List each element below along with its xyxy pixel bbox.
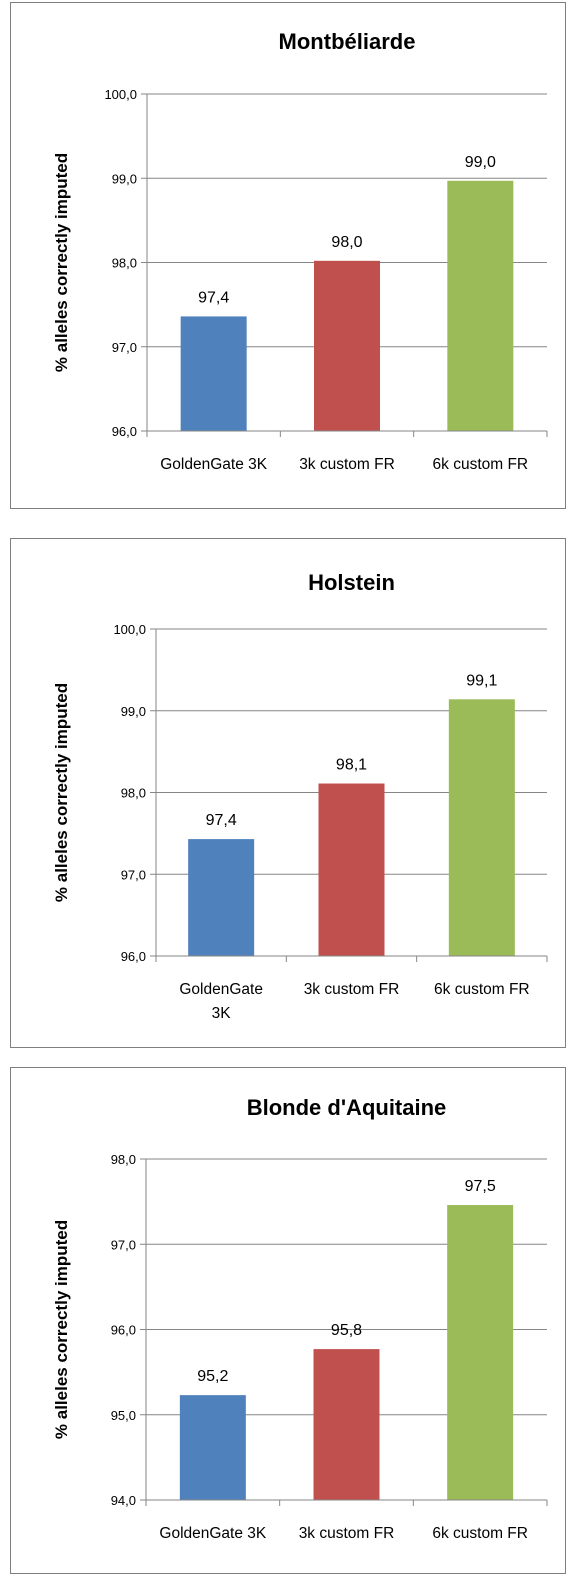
- y-tick-label: 99,0: [121, 704, 146, 719]
- bar: [314, 260, 380, 431]
- bar: [179, 1395, 246, 1500]
- category-label: 3k custom FR: [299, 456, 395, 473]
- y-tick-label: 95,0: [111, 1408, 136, 1423]
- category-label: GoldenGate 3K: [159, 1525, 267, 1542]
- y-tick-label: 96,0: [111, 1323, 136, 1338]
- y-tick-label: 97,0: [121, 867, 146, 882]
- y-tick-label: 97,0: [112, 340, 137, 355]
- chart-panel-montbeliarde: Montbéliarde % alleles correctly imputed 9…: [10, 2, 566, 509]
- data-label: 98,0: [331, 234, 362, 251]
- y-tick-label: 96,0: [121, 949, 146, 964]
- chart-panel-holstein: Holstein % alleles correctly imputed 96,0 9…: [10, 538, 566, 1048]
- y-tick-label: 94,0: [111, 1493, 136, 1508]
- chart-panel-blonde-daquitaine: Blonde d'Aquitaine % alleles correctly im…: [10, 1067, 566, 1574]
- bar: [447, 180, 514, 431]
- y-tick-label: 99,0: [112, 171, 137, 186]
- data-label: 97,5: [465, 1178, 496, 1195]
- y-axis-label: % alleles correctly imputed: [52, 153, 71, 372]
- category-label: 6k custom FR: [432, 1525, 528, 1542]
- y-tick-label: 100,0: [104, 87, 137, 102]
- bar: [180, 316, 247, 431]
- y-tick-label: 100,0: [113, 622, 146, 637]
- y-tick-label: 98,0: [121, 786, 146, 801]
- bar: [448, 699, 515, 956]
- category-label: 3k custom FR: [304, 981, 400, 998]
- chart-svg-montbeliarde: Montbéliarde % alleles correctly imputed 9…: [52, 29, 548, 473]
- category-label: 6k custom FR: [433, 456, 529, 473]
- bar: [318, 783, 385, 956]
- category-label: 6k custom FR: [434, 981, 530, 998]
- category-label: GoldenGate 3K: [160, 456, 268, 473]
- bar: [447, 1205, 514, 1500]
- category-label: 3k custom FR: [299, 1525, 395, 1542]
- chart-svg-blonde-daquitaine: Blonde d'Aquitaine % alleles correctly im…: [52, 1095, 548, 1542]
- data-label: 95,8: [331, 1322, 362, 1339]
- chart-title: Holstein: [308, 570, 395, 595]
- chart-title: Blonde d'Aquitaine: [247, 1095, 447, 1120]
- category-label: GoldenGate 3K: [179, 981, 263, 1022]
- bar: [313, 1349, 380, 1500]
- data-label: 97,4: [206, 812, 237, 829]
- bar: [188, 839, 255, 956]
- y-tick-label: 98,0: [111, 1152, 136, 1167]
- data-label: 97,4: [198, 289, 229, 306]
- chart-title: Montbéliarde: [279, 29, 416, 54]
- y-axis-label: % alleles correctly imputed: [52, 1220, 71, 1439]
- data-label: 99,0: [465, 154, 496, 171]
- y-tick-label: 97,0: [111, 1237, 136, 1252]
- y-axis-label: % alleles correctly imputed: [52, 683, 71, 902]
- data-label: 95,2: [197, 1368, 228, 1385]
- y-tick-label: 96,0: [112, 424, 137, 439]
- data-label: 98,1: [336, 757, 367, 774]
- data-label: 99,1: [466, 672, 497, 689]
- chart-svg-holstein: Holstein % alleles correctly imputed 96,0 9…: [52, 570, 548, 1022]
- y-tick-label: 98,0: [112, 256, 137, 271]
